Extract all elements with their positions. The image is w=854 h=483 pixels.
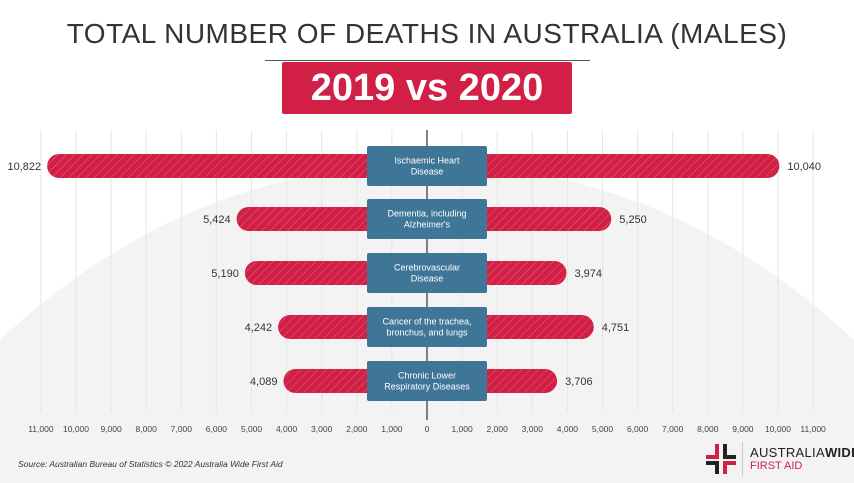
category-label: Cancer of the trachea, bronchus, and lung… xyxy=(382,317,471,338)
category-label: Dementia, including Alzheimer's xyxy=(387,209,466,230)
source-note: Source: Australian Bureau of Statistics … xyxy=(18,459,283,469)
tick-label: 10,000 xyxy=(765,424,791,434)
tick-label: 6,000 xyxy=(206,424,228,434)
bar-2020 xyxy=(417,154,780,178)
page-title: TOTAL NUMBER OF DEATHS IN AUSTRALIA (MAL… xyxy=(66,18,788,49)
tick-label: 9,000 xyxy=(732,424,754,434)
logo-text-bold: WIDE xyxy=(824,445,854,460)
value-label-2020: 5,250 xyxy=(619,214,647,226)
tick-label: 7,000 xyxy=(662,424,684,434)
value-label-2019: 4,242 xyxy=(245,322,273,334)
tick-label: 8,000 xyxy=(697,424,719,434)
value-label-2019: 4,089 xyxy=(250,376,278,388)
value-label-2019: 5,190 xyxy=(211,268,239,280)
tick-label: 11,000 xyxy=(800,424,826,434)
category-box xyxy=(367,199,487,239)
logo-text: AUSTRALIA xyxy=(750,445,825,460)
tick-label: 2,000 xyxy=(346,424,368,434)
value-label-2020: 4,751 xyxy=(602,322,630,334)
tick-label: 7,000 xyxy=(171,424,193,434)
tick-label: 3,000 xyxy=(311,424,333,434)
value-label-2019: 5,424 xyxy=(203,214,231,226)
tick-label: 5,000 xyxy=(241,424,263,434)
value-label-2019: 10,822 xyxy=(7,161,41,173)
bar-2019 xyxy=(47,154,438,178)
tick-label: 4,000 xyxy=(276,424,298,434)
tick-label: 3,000 xyxy=(522,424,544,434)
logo-subtext: FIRST AID xyxy=(750,460,803,472)
category-box xyxy=(367,361,487,401)
tick-label: 8,000 xyxy=(136,424,158,434)
title-divider xyxy=(265,60,590,61)
category-box xyxy=(367,253,487,293)
value-label-2020: 3,974 xyxy=(574,268,602,280)
category-label: Ischaemic Heart Disease xyxy=(394,156,460,177)
logo: AUSTRALIAWIDE FIRST AID xyxy=(704,442,854,476)
tick-label: 4,000 xyxy=(557,424,579,434)
tick-label: 11,000 xyxy=(28,424,54,434)
cross-logo-icon xyxy=(706,444,736,474)
tick-label: 6,000 xyxy=(627,424,649,434)
tick-label: 10,000 xyxy=(63,424,89,434)
year-badge: 2019 vs 2020 xyxy=(282,62,572,114)
value-label-2020: 3,706 xyxy=(565,376,593,388)
category-box xyxy=(367,146,487,186)
tick-label: 5,000 xyxy=(592,424,614,434)
tick-label: 9,000 xyxy=(100,424,122,434)
tick-label: 2,000 xyxy=(487,424,509,434)
logo-divider xyxy=(742,442,743,476)
value-label-2020: 10,040 xyxy=(787,161,821,173)
category-label: Cerebrovascular Disease xyxy=(394,263,460,284)
category-box xyxy=(367,307,487,347)
tick-label: 1,000 xyxy=(451,424,473,434)
tick-label: 1,000 xyxy=(381,424,403,434)
tick-label: 0 xyxy=(425,424,430,434)
category-label: Chronic Lower Respiratory Diseases xyxy=(384,371,470,392)
